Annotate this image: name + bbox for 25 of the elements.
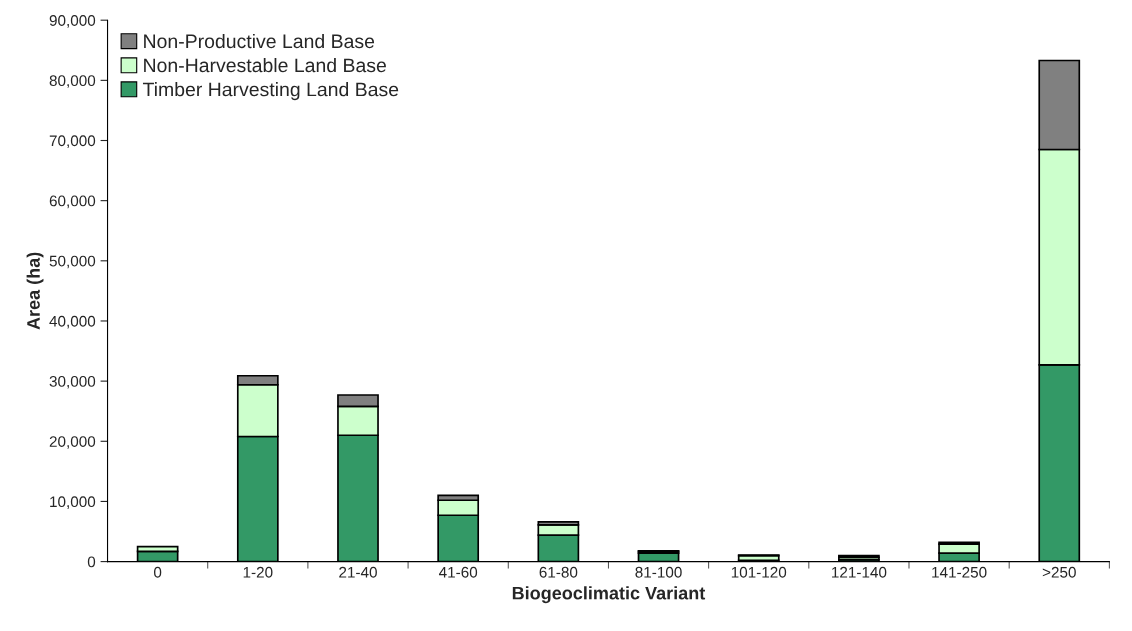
- x-tick-label: 41-60: [438, 566, 478, 578]
- y-axis-title: Area (ha): [26, 252, 44, 330]
- y-tick-label: 20,000: [49, 436, 96, 449]
- y-tick-label: 50,000: [49, 255, 96, 269]
- x-tick-label: 21-40: [339, 566, 377, 578]
- y-tick-label: 90,000: [49, 15, 96, 28]
- x-tick-label: >250: [1042, 566, 1076, 578]
- legend-label: Timber Harvesting Land Base: [142, 82, 399, 101]
- legend-label: Non-Harvestable Land Base: [144, 57, 386, 73]
- x-tick-label: 81-100: [635, 566, 682, 578]
- y-tick-label: 30,000: [49, 375, 96, 389]
- x-tick-label: 0: [153, 566, 162, 578]
- y-tick-label: 80,000: [49, 75, 96, 88]
- y-tick-label: 40,000: [49, 315, 96, 329]
- x-axis-title: Biogeoclimatic Variant: [512, 586, 706, 604]
- x-tick-label: 141-250: [932, 566, 987, 578]
- legend-label: Non-Productive Land Base: [144, 33, 375, 49]
- y-tick-label: 70,000: [49, 135, 96, 148]
- x-tick-label: 121-140: [832, 566, 887, 578]
- x-tick-label: 101-120: [731, 566, 787, 578]
- x-tick-label: 1-20: [243, 566, 273, 578]
- y-tick-label: 10,000: [50, 496, 96, 509]
- x-tick-label: 61-80: [539, 566, 578, 578]
- y-tick-label: 0: [87, 556, 96, 568]
- y-tick-label: 60,000: [49, 195, 96, 209]
